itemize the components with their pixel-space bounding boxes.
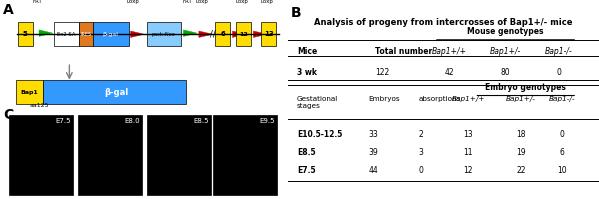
Text: Mice: Mice — [297, 47, 317, 56]
Text: 42: 42 — [444, 68, 454, 77]
Text: 5: 5 — [23, 31, 28, 37]
Text: Loxp: Loxp — [235, 0, 248, 4]
Text: //: // — [210, 30, 216, 39]
Polygon shape — [199, 31, 213, 37]
Text: Analysis of progeny from intercrosses of Bap1+/- mice: Analysis of progeny from intercrosses of… — [314, 18, 573, 27]
Text: E9.5: E9.5 — [259, 118, 274, 124]
Text: Loxp: Loxp — [127, 0, 140, 4]
Text: 0: 0 — [559, 130, 564, 139]
Text: Embryo genotypes: Embryo genotypes — [485, 83, 566, 92]
Text: aa125: aa125 — [29, 103, 49, 108]
Text: 10: 10 — [557, 166, 567, 175]
Text: 22: 22 — [516, 166, 526, 175]
Text: Loxp: Loxp — [260, 0, 273, 4]
Text: 39: 39 — [368, 148, 378, 157]
Polygon shape — [253, 31, 267, 37]
Text: E10.5-12.5: E10.5-12.5 — [297, 130, 342, 139]
Text: 80: 80 — [501, 68, 510, 77]
Polygon shape — [183, 30, 197, 36]
Text: 18: 18 — [516, 130, 526, 139]
Text: Loxp: Loxp — [196, 0, 208, 4]
Text: Embryos: Embryos — [368, 96, 400, 101]
Text: E7.5: E7.5 — [297, 166, 316, 175]
Text: A: A — [3, 3, 14, 17]
FancyBboxPatch shape — [9, 115, 74, 195]
Text: E8.0: E8.0 — [124, 118, 140, 124]
Text: E7.5: E7.5 — [55, 118, 71, 124]
FancyBboxPatch shape — [78, 115, 143, 195]
Text: 3 wk: 3 wk — [297, 68, 317, 77]
Text: absorptions: absorptions — [418, 96, 461, 101]
FancyBboxPatch shape — [215, 22, 231, 46]
Text: 0: 0 — [556, 68, 561, 77]
Polygon shape — [131, 31, 144, 37]
FancyBboxPatch shape — [93, 22, 129, 46]
Text: Bap1+/+: Bap1+/+ — [452, 96, 485, 101]
Text: Bap1+/+: Bap1+/+ — [432, 47, 467, 56]
Text: Mouse genotypes: Mouse genotypes — [467, 27, 544, 36]
Polygon shape — [39, 30, 53, 36]
Text: Total number: Total number — [375, 47, 432, 56]
Text: E8.5: E8.5 — [297, 148, 316, 157]
Text: 6: 6 — [559, 148, 564, 157]
Text: E8.5: E8.5 — [193, 118, 208, 124]
Text: 3: 3 — [418, 148, 423, 157]
Text: 122: 122 — [375, 68, 389, 77]
FancyBboxPatch shape — [55, 22, 79, 46]
Text: Ex2 SA: Ex2 SA — [58, 32, 76, 37]
Text: Bap1-/-: Bap1-/- — [544, 47, 573, 56]
Text: C: C — [3, 108, 14, 122]
Text: Bap1-/-: Bap1-/- — [548, 96, 575, 101]
FancyBboxPatch shape — [18, 22, 33, 46]
Text: 12: 12 — [464, 166, 473, 175]
Text: Gestational
stages: Gestational stages — [297, 96, 338, 108]
FancyBboxPatch shape — [213, 115, 277, 195]
FancyBboxPatch shape — [147, 22, 181, 46]
Text: 44: 44 — [368, 166, 378, 175]
Text: 6: 6 — [220, 31, 225, 37]
Text: 13: 13 — [464, 130, 473, 139]
Text: Bap1: Bap1 — [20, 90, 38, 95]
Text: IRES: IRES — [80, 32, 92, 37]
Text: FRT: FRT — [33, 0, 43, 4]
FancyBboxPatch shape — [79, 22, 93, 46]
Text: 12: 12 — [239, 32, 248, 37]
Text: 19: 19 — [516, 148, 526, 157]
FancyBboxPatch shape — [147, 115, 211, 195]
Text: 13: 13 — [264, 31, 274, 37]
FancyBboxPatch shape — [16, 80, 43, 104]
Text: pact::Neo: pact::Neo — [152, 32, 176, 37]
FancyBboxPatch shape — [261, 22, 276, 46]
Text: 2: 2 — [418, 130, 423, 139]
Text: Bap1+/-: Bap1+/- — [490, 47, 521, 56]
Text: 33: 33 — [368, 130, 378, 139]
Text: β-gal: β-gal — [103, 32, 119, 37]
Polygon shape — [232, 31, 246, 37]
Text: 11: 11 — [464, 148, 473, 157]
Text: FRT: FRT — [183, 0, 192, 4]
Text: β-gal: β-gal — [104, 88, 128, 97]
Text: B: B — [291, 6, 301, 20]
Text: 0: 0 — [418, 166, 423, 175]
FancyBboxPatch shape — [236, 22, 251, 46]
Text: Bap1+/-: Bap1+/- — [506, 96, 536, 101]
FancyBboxPatch shape — [43, 80, 186, 104]
